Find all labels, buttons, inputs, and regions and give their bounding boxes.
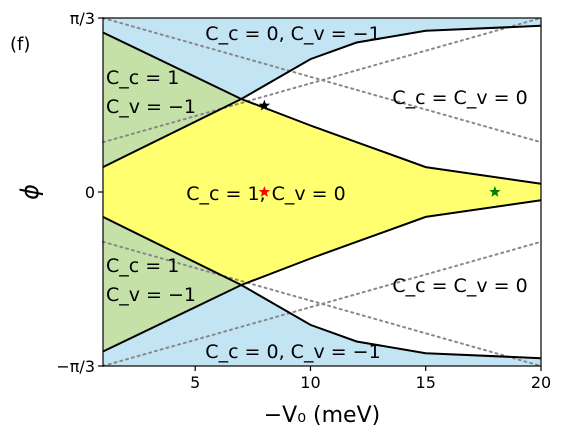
- region-label-line: C_c = 0, C_v = −1: [205, 23, 380, 45]
- green-region-bottom: [103, 216, 242, 352]
- dotted-line-2: [102, 17, 542, 144]
- boundary-blue-lower: [240, 284, 542, 360]
- region-label-blue-top: C_c = 0, C_v = −1: [205, 23, 380, 45]
- region-label-line: C_c = 1: [106, 67, 179, 89]
- region-label-white-top: C_c = C_v = 0: [392, 87, 527, 109]
- star-markers: [258, 99, 501, 197]
- region-label-line: C_c = 1: [106, 255, 179, 277]
- region-label-blue-bottom: C_c = 0, C_v = −1: [205, 341, 380, 363]
- region-fills: [103, 18, 541, 366]
- y-axis-ticks: π/3 0 −π/3: [56, 9, 103, 376]
- boundary-left-upper: [102, 98, 242, 168]
- y-tick-label: −π/3: [56, 357, 95, 376]
- boundary-green-upper: [102, 31, 242, 100]
- blue-region-top: [103, 18, 541, 99]
- boundary-blue-upper: [240, 24, 542, 100]
- x-tick-label: 15: [416, 373, 436, 392]
- region-label-yellow: C_c = 1, C_v = 0: [186, 183, 345, 205]
- region-label-green-bottom: C_c = 1 C_v = −1: [106, 255, 196, 306]
- star-marker-3: [489, 186, 501, 197]
- region-label-line: C_c = C_v = 0: [392, 87, 527, 109]
- star-marker-2: [258, 186, 271, 197]
- blue-region-bottom: [103, 285, 541, 366]
- panel-label: (f): [10, 34, 30, 55]
- y-tick-label: 0: [85, 183, 95, 202]
- y-tick-label: π/3: [70, 9, 95, 28]
- boundary-green-lower: [102, 284, 242, 353]
- y-axis-label: ϕ: [16, 184, 44, 200]
- boundary-yellow-lower: [240, 199, 542, 286]
- region-label-line: C_c = 1, C_v = 0: [186, 183, 345, 205]
- region-label-green-top: C_c = 1 C_v = −1: [106, 67, 196, 118]
- region-label-line: C_v = −1: [106, 96, 196, 118]
- x-tick-label: 20: [531, 373, 551, 392]
- boundary-left-lower: [102, 216, 242, 286]
- region-label-line: C_c = C_v = 0: [392, 275, 527, 297]
- phase-boundaries: [102, 24, 542, 360]
- x-axis-label: −V₀ (meV): [264, 403, 380, 428]
- star-marker-1: [258, 99, 271, 111]
- yellow-region: [103, 99, 541, 285]
- x-tick-label: 10: [300, 373, 320, 392]
- region-labels: C_c = 0, C_v = −1 C_c = 0, C_v = −1 C_c = …: [106, 23, 528, 363]
- dotted-lines: [102, 17, 542, 367]
- x-axis-ticks: 5 10 15 20: [190, 366, 551, 392]
- region-label-line: C_v = −1: [106, 284, 196, 306]
- green-region-top: [103, 32, 242, 168]
- region-label-line: C_c = 0, C_v = −1: [205, 341, 380, 363]
- boundary-yellow-upper: [240, 98, 542, 185]
- dotted-line-4: [102, 240, 542, 367]
- x-tick-label: 5: [190, 373, 200, 392]
- region-label-white-bottom: C_c = C_v = 0: [392, 275, 527, 297]
